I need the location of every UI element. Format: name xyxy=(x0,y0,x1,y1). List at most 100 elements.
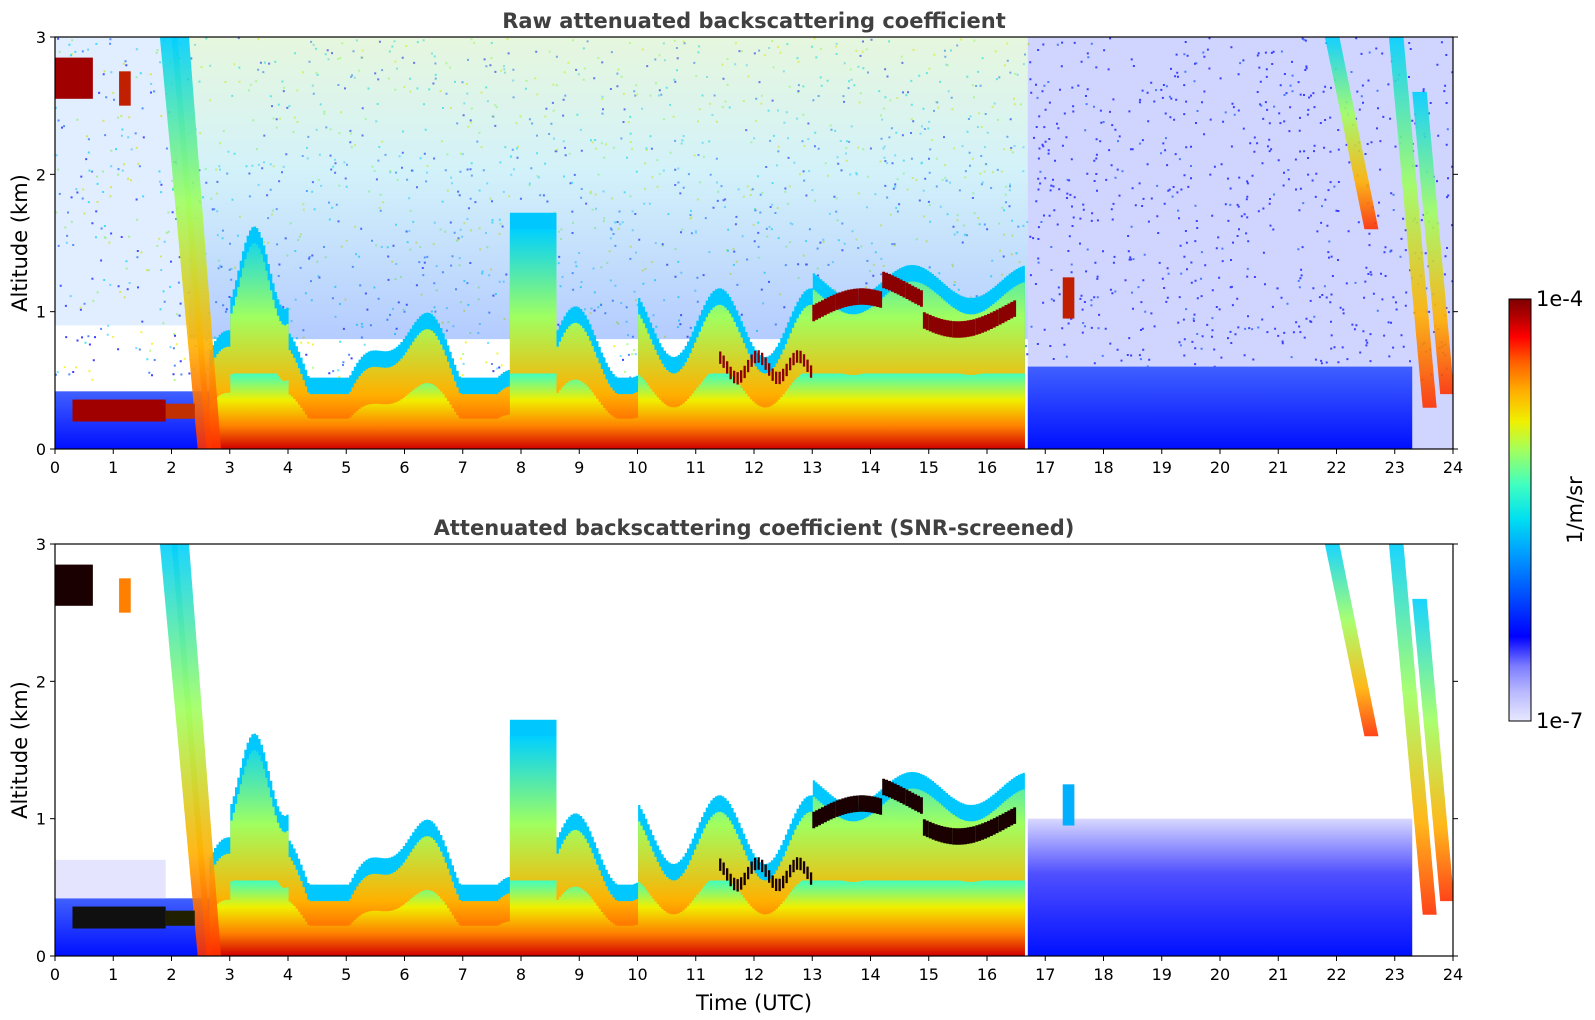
x-tick-label: 21 xyxy=(1268,965,1288,984)
y-tick-label: 1 xyxy=(36,810,46,829)
low-layer-edge xyxy=(165,910,195,926)
evening-surface-layer xyxy=(1027,818,1413,956)
x-tick-label: 19 xyxy=(1152,458,1172,477)
raw-backscatter-panel: Raw attenuated backscattering coefficien… xyxy=(8,9,1463,477)
raw-x-ticks: 0 1 2 3 4 5 6 7 8 9 10 11 12 13 14 15 16 17 18 19 20 21 22 23 24 xyxy=(50,449,1463,477)
y-tick-label: 0 xyxy=(36,947,46,966)
x-tick-label: 14 xyxy=(860,965,880,984)
colorbar-gradient xyxy=(1508,298,1532,722)
x-tick-label: 6 xyxy=(399,458,409,477)
heatmap-region xyxy=(209,880,1025,956)
cloud-layer xyxy=(812,271,1017,338)
x-axis-label: Time (UTC) xyxy=(695,991,812,1015)
x-tick-label: 2 xyxy=(166,965,176,984)
falling-streak xyxy=(1324,544,1379,737)
x-tick-label: 11 xyxy=(686,965,706,984)
colorbar-label: 1/m/sr xyxy=(1563,476,1587,544)
low-layer xyxy=(72,906,166,929)
y-tick-label: 1 xyxy=(36,303,46,322)
cloud-layer xyxy=(812,778,1017,845)
y-tick-label: 2 xyxy=(36,165,46,184)
falling-streak xyxy=(1388,544,1437,915)
colorbar-min-label: 1e-7 xyxy=(1536,709,1583,733)
x-tick-label: 22 xyxy=(1326,458,1346,477)
x-tick-label: 3 xyxy=(225,458,235,477)
low-layer xyxy=(72,399,166,422)
faint-layer xyxy=(55,859,166,899)
snr-heatmap-features xyxy=(55,544,1453,956)
x-tick-label: 5 xyxy=(341,458,351,477)
elevated-layer-small xyxy=(119,71,131,106)
x-tick-label: 8 xyxy=(516,965,526,984)
falling-streak xyxy=(1388,37,1437,408)
snr-screened-panel: Attenuated backscattering coefficient (S… xyxy=(8,516,1463,1015)
x-tick-label: 21 xyxy=(1268,458,1288,477)
small-cloud xyxy=(1062,277,1075,319)
x-tick-label: 8 xyxy=(516,458,526,477)
elevated-layer-small xyxy=(119,578,131,613)
x-tick-label: 1 xyxy=(108,965,118,984)
snr-y-ticks: 0 1 2 3 xyxy=(36,535,1458,966)
x-tick-label: 18 xyxy=(1093,458,1113,477)
x-tick-label: 16 xyxy=(977,458,997,477)
x-tick-label: 15 xyxy=(919,458,939,477)
low-layer-edge xyxy=(165,403,195,419)
x-tick-label: 24 xyxy=(1443,965,1463,984)
colorbar: 1e-4 1e-7 1/m/sr xyxy=(1508,287,1587,733)
y-tick-label: 2 xyxy=(36,672,46,691)
elevated-layer xyxy=(55,57,93,99)
x-tick-label: 17 xyxy=(1035,965,1055,984)
colorbar-max-label: 1e-4 xyxy=(1536,287,1583,311)
x-tick-label: 2 xyxy=(166,458,176,477)
x-tick-label: 16 xyxy=(977,965,997,984)
x-tick-label: 18 xyxy=(1093,965,1113,984)
raw-y-axis-label: Altitude (km) xyxy=(8,174,32,312)
broken-cloud xyxy=(719,857,813,892)
x-tick-label: 4 xyxy=(283,965,293,984)
x-tick-label: 20 xyxy=(1210,458,1230,477)
raw-heatmap-features xyxy=(55,37,1453,449)
x-tick-label: 23 xyxy=(1385,458,1405,477)
y-tick-label: 3 xyxy=(36,535,46,554)
broken-cloud xyxy=(719,350,813,385)
falling-streak xyxy=(171,544,222,956)
x-tick-label: 11 xyxy=(686,458,706,477)
x-tick-label: 3 xyxy=(225,965,235,984)
x-tick-label: 12 xyxy=(744,965,764,984)
y-tick-label: 3 xyxy=(36,28,46,47)
x-tick-label: 19 xyxy=(1152,965,1172,984)
x-tick-label: 13 xyxy=(802,965,822,984)
falling-streak xyxy=(1412,91,1453,395)
x-tick-label: 9 xyxy=(574,965,584,984)
x-tick-label: 0 xyxy=(50,965,60,984)
x-tick-label: 23 xyxy=(1385,965,1405,984)
x-tick-label: 7 xyxy=(458,458,468,477)
x-tick-label: 14 xyxy=(860,458,880,477)
snr-y-axis-label: Altitude (km) xyxy=(8,681,32,819)
raw-panel-title: Raw attenuated backscattering coefficien… xyxy=(502,9,1006,33)
x-tick-label: 7 xyxy=(458,965,468,984)
elevated-layer xyxy=(55,564,93,606)
snr-heatmap xyxy=(55,544,1453,956)
x-tick-label: 6 xyxy=(399,965,409,984)
falling-streak xyxy=(171,37,222,449)
x-tick-label: 17 xyxy=(1035,458,1055,477)
falling-streak xyxy=(1412,598,1453,902)
falling-streak xyxy=(1324,37,1379,230)
x-tick-label: 24 xyxy=(1443,458,1463,477)
x-tick-label: 4 xyxy=(283,458,293,477)
x-tick-label: 9 xyxy=(574,458,584,477)
x-tick-label: 15 xyxy=(919,965,939,984)
x-tick-label: 20 xyxy=(1210,965,1230,984)
raw-heatmap xyxy=(55,37,1453,449)
raw-y-ticks: 0 1 2 3 xyxy=(36,28,1458,459)
x-tick-label: 1 xyxy=(108,458,118,477)
x-tick-label: 0 xyxy=(50,458,60,477)
x-tick-label: 5 xyxy=(341,965,351,984)
snr-x-ticks: 0 1 2 3 4 5 6 7 8 9 10 11 12 13 14 15 16 17 18 19 20 21 22 23 24 xyxy=(50,956,1463,984)
snr-panel-title: Attenuated backscattering coefficient (S… xyxy=(434,516,1075,540)
x-tick-label: 10 xyxy=(627,965,647,984)
heatmap-region xyxy=(209,373,1025,449)
x-tick-label: 10 xyxy=(627,458,647,477)
